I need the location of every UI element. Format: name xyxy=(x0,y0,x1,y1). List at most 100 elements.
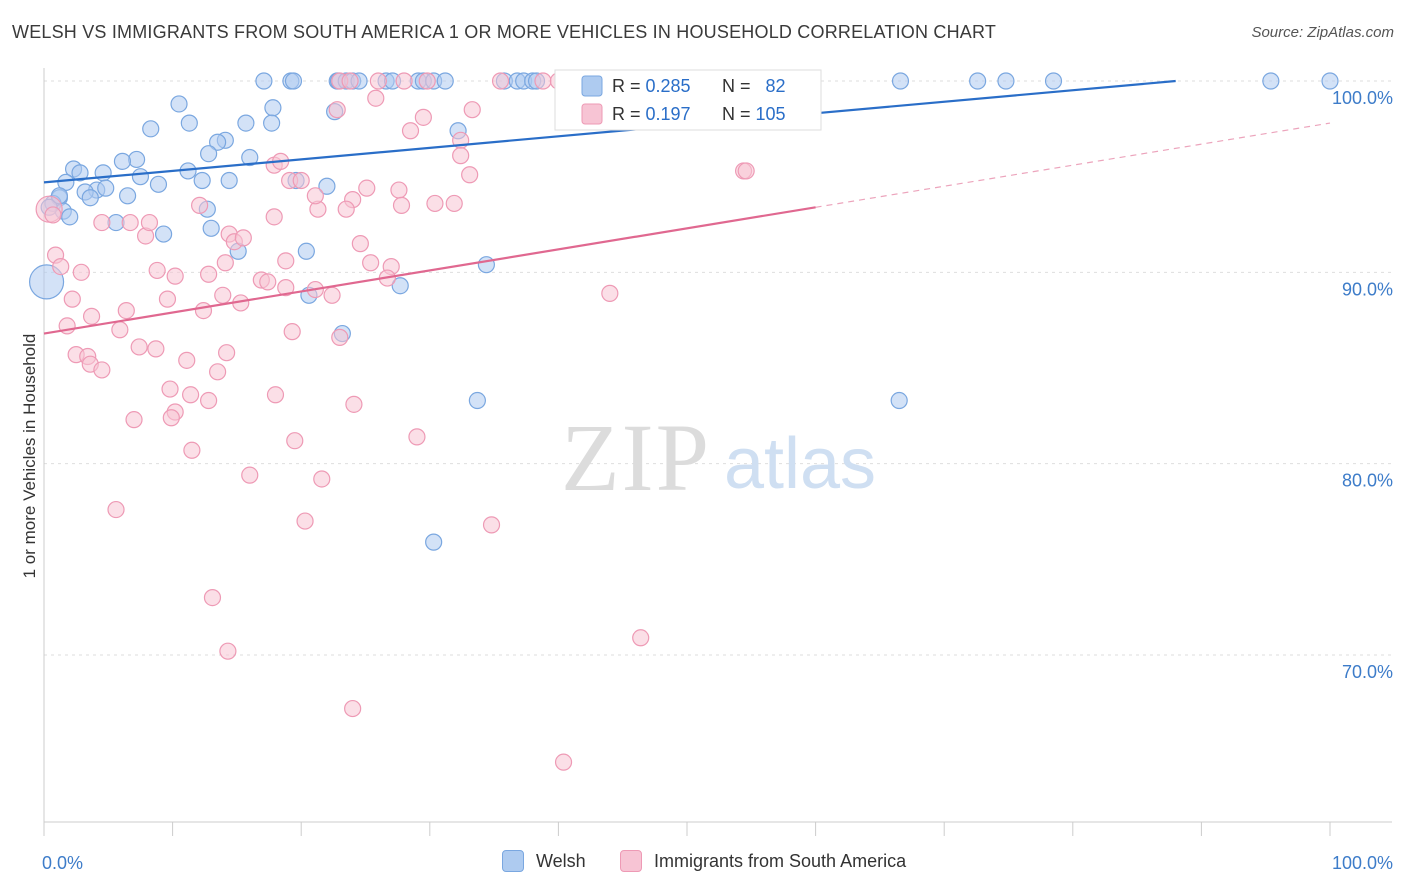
immigrants-trend-line-dashed xyxy=(815,122,1331,208)
welsh-point-41 xyxy=(127,150,146,169)
immigrants-point-43 xyxy=(362,254,380,272)
immigrants-point-96 xyxy=(140,213,159,232)
welsh-point-67 xyxy=(297,242,315,260)
legend-swatch-welsh xyxy=(581,75,603,97)
welsh-point-28 xyxy=(1321,72,1339,90)
y-tick-label-2: 80.0% xyxy=(1342,471,1393,491)
immigrants-point-74 xyxy=(182,386,200,404)
welsh-point-53 xyxy=(220,171,238,190)
immigrants-point-73 xyxy=(266,386,285,404)
immigrants-point-13 xyxy=(414,108,432,126)
immigrants-point-86 xyxy=(296,512,314,530)
welsh-point-13 xyxy=(436,72,454,90)
immigrants-point-94 xyxy=(737,162,755,180)
legend-swatch-immigrants xyxy=(581,103,603,125)
immigrants-point-72 xyxy=(161,380,179,398)
svg-text:R = 0.197: R = 0.197 xyxy=(612,104,691,124)
immigrants-r-label: R = xyxy=(612,104,646,124)
welsh-point-29 xyxy=(170,95,188,113)
immigrants-point-25 xyxy=(445,194,463,213)
immigrants-point-1 xyxy=(341,72,359,90)
welsh-point-44 xyxy=(71,164,89,182)
immigrants-point-101 xyxy=(277,279,295,297)
welsh-point-38 xyxy=(209,133,227,151)
immigrants-point-55 xyxy=(117,302,135,320)
immigrants-point-98 xyxy=(426,194,444,213)
immigrants-point-71 xyxy=(209,363,227,381)
legend-item-welsh[interactable]: Welsh xyxy=(502,850,586,872)
legend-box: R = 0.285 N = 82 R = 0.197 N = 105 xyxy=(554,69,822,131)
immigrants-point-19 xyxy=(461,166,479,184)
welsh-point-51 xyxy=(193,171,211,190)
welsh-point-74 xyxy=(425,533,443,551)
immigrants-point-89 xyxy=(632,629,650,647)
immigrants-point-21 xyxy=(358,179,376,197)
immigrants-point-100 xyxy=(292,171,310,190)
watermark-atlas: atlas xyxy=(724,424,876,504)
legend-label-immigrants: Immigrants from South America xyxy=(654,850,907,871)
immigrants-n-label: N = xyxy=(722,104,756,124)
immigrants-point-85 xyxy=(107,500,125,519)
immigrants-point-39 xyxy=(52,257,70,276)
immigrants-point-40 xyxy=(72,263,90,281)
immigrants-point-49 xyxy=(166,267,184,285)
immigrants-point-51 xyxy=(63,290,81,308)
welsh-point-35 xyxy=(142,120,160,138)
welsh-point-75 xyxy=(28,264,65,300)
immigrants-point-66 xyxy=(147,340,165,358)
immigrants-point-82 xyxy=(183,441,201,459)
y-tick-label-1: 90.0% xyxy=(1342,279,1393,299)
immigrants-point-6 xyxy=(534,72,552,90)
y-tick-label-0: 100.0% xyxy=(1332,88,1393,108)
immigrants-point-77 xyxy=(345,395,363,413)
immigrants-trend-line xyxy=(43,206,816,335)
immigrants-point-53 xyxy=(214,286,232,304)
immigrants-point-81 xyxy=(286,432,304,450)
welsh-point-33 xyxy=(237,114,255,132)
welsh-point-77 xyxy=(61,208,79,226)
immigrants-point-79 xyxy=(162,409,180,427)
welsh-point-59 xyxy=(81,189,99,207)
immigrants-point-95 xyxy=(306,187,324,205)
welsh-point-24 xyxy=(969,72,987,90)
immigrants-point-10 xyxy=(367,89,385,107)
immigrants-point-24 xyxy=(191,196,209,214)
welsh-point-73 xyxy=(890,391,908,410)
welsh-point-72 xyxy=(468,391,486,410)
welsh-point-32 xyxy=(180,114,198,132)
series-welsh xyxy=(28,72,1339,551)
immigrants-point-41 xyxy=(200,265,218,283)
welsh-point-47 xyxy=(131,168,150,186)
welsh-point-2 xyxy=(284,72,303,90)
immigrants-n-value: 105 xyxy=(756,104,786,124)
welsh-point-54 xyxy=(318,177,336,195)
welsh-point-30 xyxy=(264,99,282,117)
source-label: Source: ZipAtlas.com xyxy=(1251,24,1394,41)
legend-item-immigrants[interactable]: Immigrants from South America xyxy=(620,850,906,872)
immigrants-point-67 xyxy=(218,344,236,362)
immigrants-point-80 xyxy=(408,428,426,446)
immigrants-point-83 xyxy=(241,466,259,484)
immigrants-point-4 xyxy=(418,72,436,90)
immigrants-point-34 xyxy=(93,213,111,232)
immigrants-point-62 xyxy=(331,328,349,346)
welsh-point-26 xyxy=(1044,72,1063,90)
welsh-point-64 xyxy=(202,219,220,237)
immigrants-point-84 xyxy=(313,470,331,488)
legend-label-welsh: Welsh xyxy=(536,850,586,871)
immigrants-point-28 xyxy=(392,196,411,214)
welsh-point-34 xyxy=(263,114,281,132)
immigrants-point-37 xyxy=(234,229,252,247)
immigrants-point-90 xyxy=(219,642,237,660)
legend-swatch-immigrants-bottom xyxy=(620,850,642,872)
x-tick-label-right: 100.0% xyxy=(1332,853,1393,873)
immigrants-point-87 xyxy=(482,516,501,534)
welsh-point-25 xyxy=(997,72,1015,90)
welsh-point-39 xyxy=(200,145,218,163)
welsh-point-56 xyxy=(97,179,115,197)
immigrants-point-99 xyxy=(452,147,470,165)
immigrants-point-52 xyxy=(158,290,177,308)
immigrants-point-69 xyxy=(178,351,196,369)
immigrants-point-26 xyxy=(337,200,355,218)
immigrants-point-57 xyxy=(82,307,101,325)
